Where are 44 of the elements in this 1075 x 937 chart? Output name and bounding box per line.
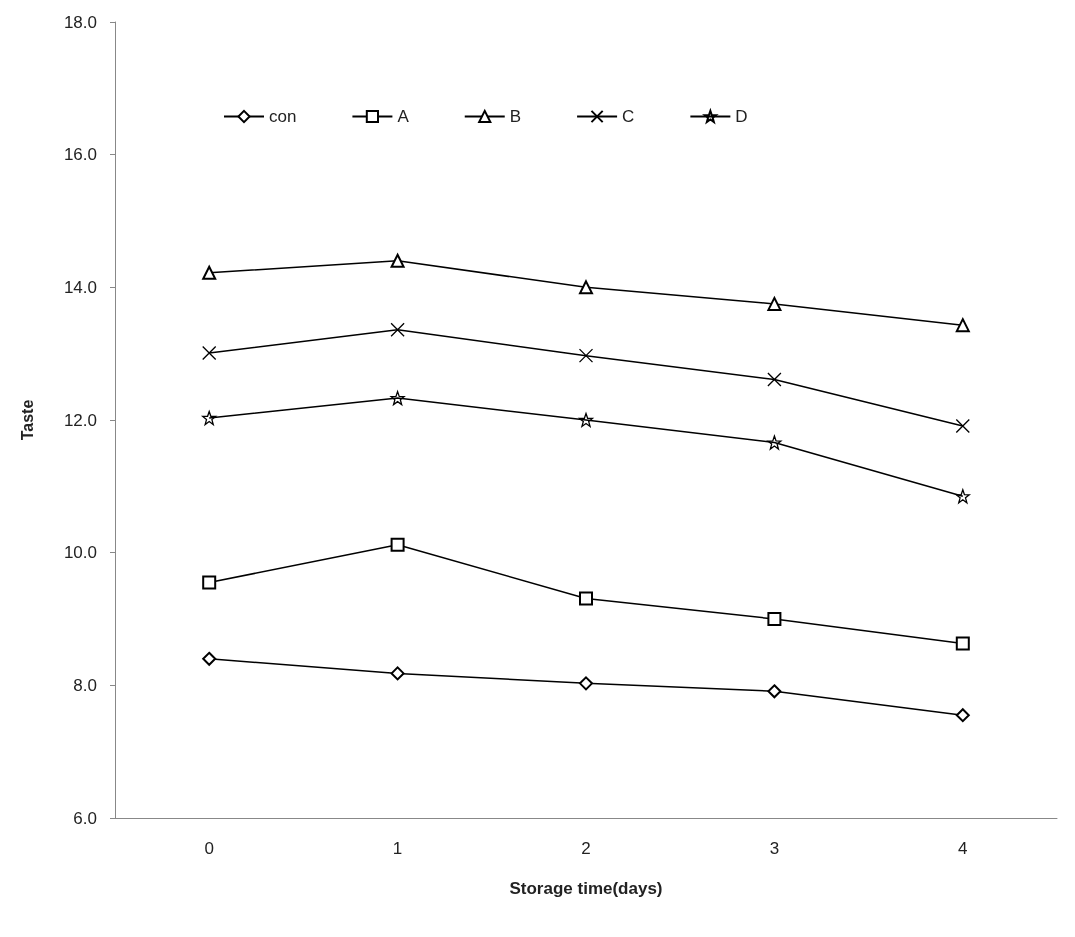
x-tick-label: 2 xyxy=(581,839,591,858)
point xyxy=(767,612,782,626)
point xyxy=(579,676,593,691)
point xyxy=(955,636,970,651)
point xyxy=(202,410,217,426)
y-tick-label: 16.0 xyxy=(63,145,97,165)
y-tick-label: 18.0 xyxy=(63,12,97,32)
point xyxy=(579,591,593,606)
point xyxy=(955,708,970,723)
point xyxy=(202,345,217,361)
y-tick-label: 12.0 xyxy=(63,410,97,430)
y-tick-label: 10.0 xyxy=(63,543,97,563)
point xyxy=(390,253,405,268)
point xyxy=(390,666,405,681)
x-tick-label: 4 xyxy=(958,839,968,858)
point xyxy=(390,537,405,552)
point xyxy=(202,265,217,280)
x-tick-label: 3 xyxy=(769,839,780,858)
point xyxy=(767,296,782,311)
legend-label: C xyxy=(622,107,635,126)
point xyxy=(202,651,217,666)
point xyxy=(955,489,970,504)
x-axis-title: Storage time(days) xyxy=(509,879,663,898)
point xyxy=(767,684,782,699)
point xyxy=(767,372,782,387)
y-tick-label: 6.0 xyxy=(73,808,97,828)
legend-label: A xyxy=(397,107,410,126)
x-tick-label: 1 xyxy=(392,839,403,858)
y-tick-label: 14.0 xyxy=(63,277,97,297)
point xyxy=(390,390,405,406)
point xyxy=(955,418,970,434)
point xyxy=(767,435,782,450)
point xyxy=(955,318,970,333)
point xyxy=(578,412,594,428)
legend-label: con xyxy=(269,107,297,126)
y-tick-label: 8.0 xyxy=(73,675,97,695)
point xyxy=(390,322,405,337)
x-tick-label: 0 xyxy=(204,839,214,858)
legend-label: B xyxy=(509,107,522,126)
point xyxy=(578,348,594,363)
point xyxy=(579,280,593,295)
y-axis-title: Taste xyxy=(18,399,36,441)
legend-label: D xyxy=(735,107,748,126)
point xyxy=(202,575,217,590)
